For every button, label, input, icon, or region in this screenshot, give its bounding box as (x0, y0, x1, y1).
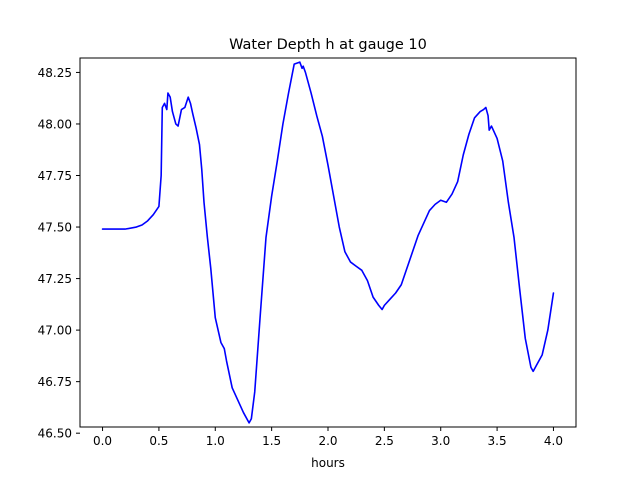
y-tick-label: 47.25 (38, 272, 72, 286)
x-tick-label: 0.0 (93, 434, 112, 448)
y-tick-label: 46.75 (38, 375, 72, 389)
x-tick-label: 4.0 (544, 434, 563, 448)
y-axis: 46.50 46.75 47.00 47.25 47.50 47.75 48.00 48.25 (38, 66, 80, 441)
x-axis-label: hours (311, 456, 345, 470)
x-tick-label: 3.0 (431, 434, 450, 448)
y-tick-label: 47.75 (38, 169, 72, 183)
chart-title: Water Depth h at gauge 10 (229, 37, 427, 53)
y-tick-label: 46.50 (38, 427, 72, 441)
x-tick-label: 0.5 (149, 434, 168, 448)
y-tick-label: 47.00 (38, 324, 72, 338)
x-tick-label: 1.5 (262, 434, 281, 448)
x-tick-label: 2.0 (318, 434, 337, 448)
y-tick-label: 47.50 (38, 221, 72, 235)
x-tick-label: 2.5 (375, 434, 394, 448)
y-tick-label: 48.00 (38, 117, 72, 131)
x-tick-label: 1.0 (206, 434, 225, 448)
x-axis: 0.0 0.5 1.0 1.5 2.0 2.5 3.0 3.5 4.0 (93, 427, 563, 448)
x-tick-label: 3.5 (488, 434, 507, 448)
y-tick-label: 48.25 (38, 66, 72, 80)
series-line-0 (101, 61, 555, 424)
plot-area (101, 61, 555, 424)
